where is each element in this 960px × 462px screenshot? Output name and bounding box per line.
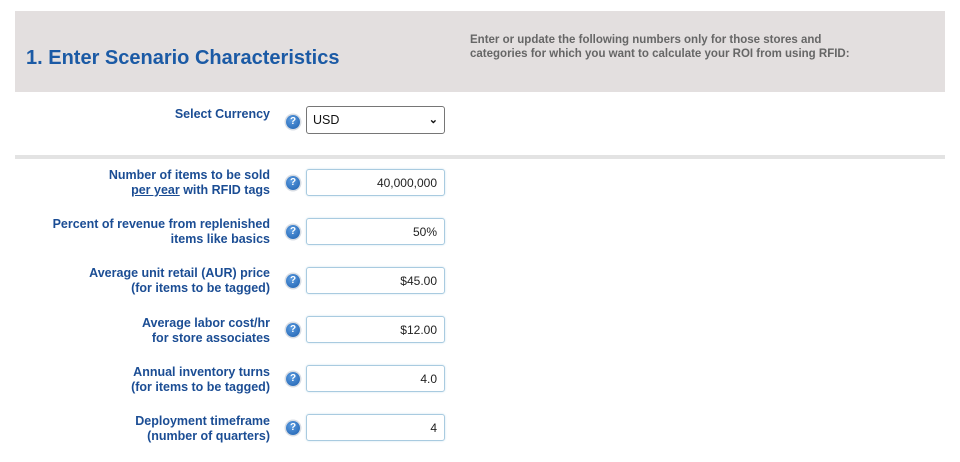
currency-select[interactable]: USD ⌄ (306, 106, 445, 134)
divider (15, 155, 945, 159)
replenished-percent-input[interactable] (306, 218, 445, 245)
items-sold-input[interactable] (306, 169, 445, 196)
help-icon[interactable]: ? (286, 274, 300, 288)
field-label: Average labor cost/hr for store associate… (141, 316, 270, 345)
page-title: 1. Enter Scenario Characteristics (26, 47, 340, 69)
aur-price-input[interactable] (306, 267, 445, 294)
field-label: Annual inventory turns (for items to be t… (131, 365, 270, 394)
help-icon[interactable]: ? (286, 225, 300, 239)
help-icon[interactable]: ? (286, 115, 300, 129)
intro-text: Enter or update the following numbers on… (470, 34, 850, 60)
help-icon[interactable]: ? (286, 372, 300, 386)
field-label: Deployment timeframe (number of quarters) (135, 414, 270, 443)
help-icon[interactable]: ? (286, 176, 300, 190)
section-header: 1. Enter Scenario Characteristics Enter … (15, 11, 945, 92)
labor-cost-input[interactable] (306, 316, 445, 343)
help-icon[interactable]: ? (286, 421, 300, 435)
currency-label: Select Currency (174, 107, 270, 121)
field-label: Number of items to be sold per year with… (108, 168, 270, 197)
field-label: Percent of revenue from replenished items… (52, 217, 270, 246)
currency-value: USD (313, 113, 340, 127)
field-label: Average unit retail (AUR) price (for item… (89, 266, 270, 295)
inventory-turns-input[interactable] (306, 365, 445, 392)
help-icon[interactable]: ? (286, 323, 300, 337)
chevron-down-icon: ⌄ (428, 114, 438, 126)
deployment-timeframe-input[interactable] (306, 414, 445, 441)
per-year-link[interactable]: per year (131, 183, 180, 197)
